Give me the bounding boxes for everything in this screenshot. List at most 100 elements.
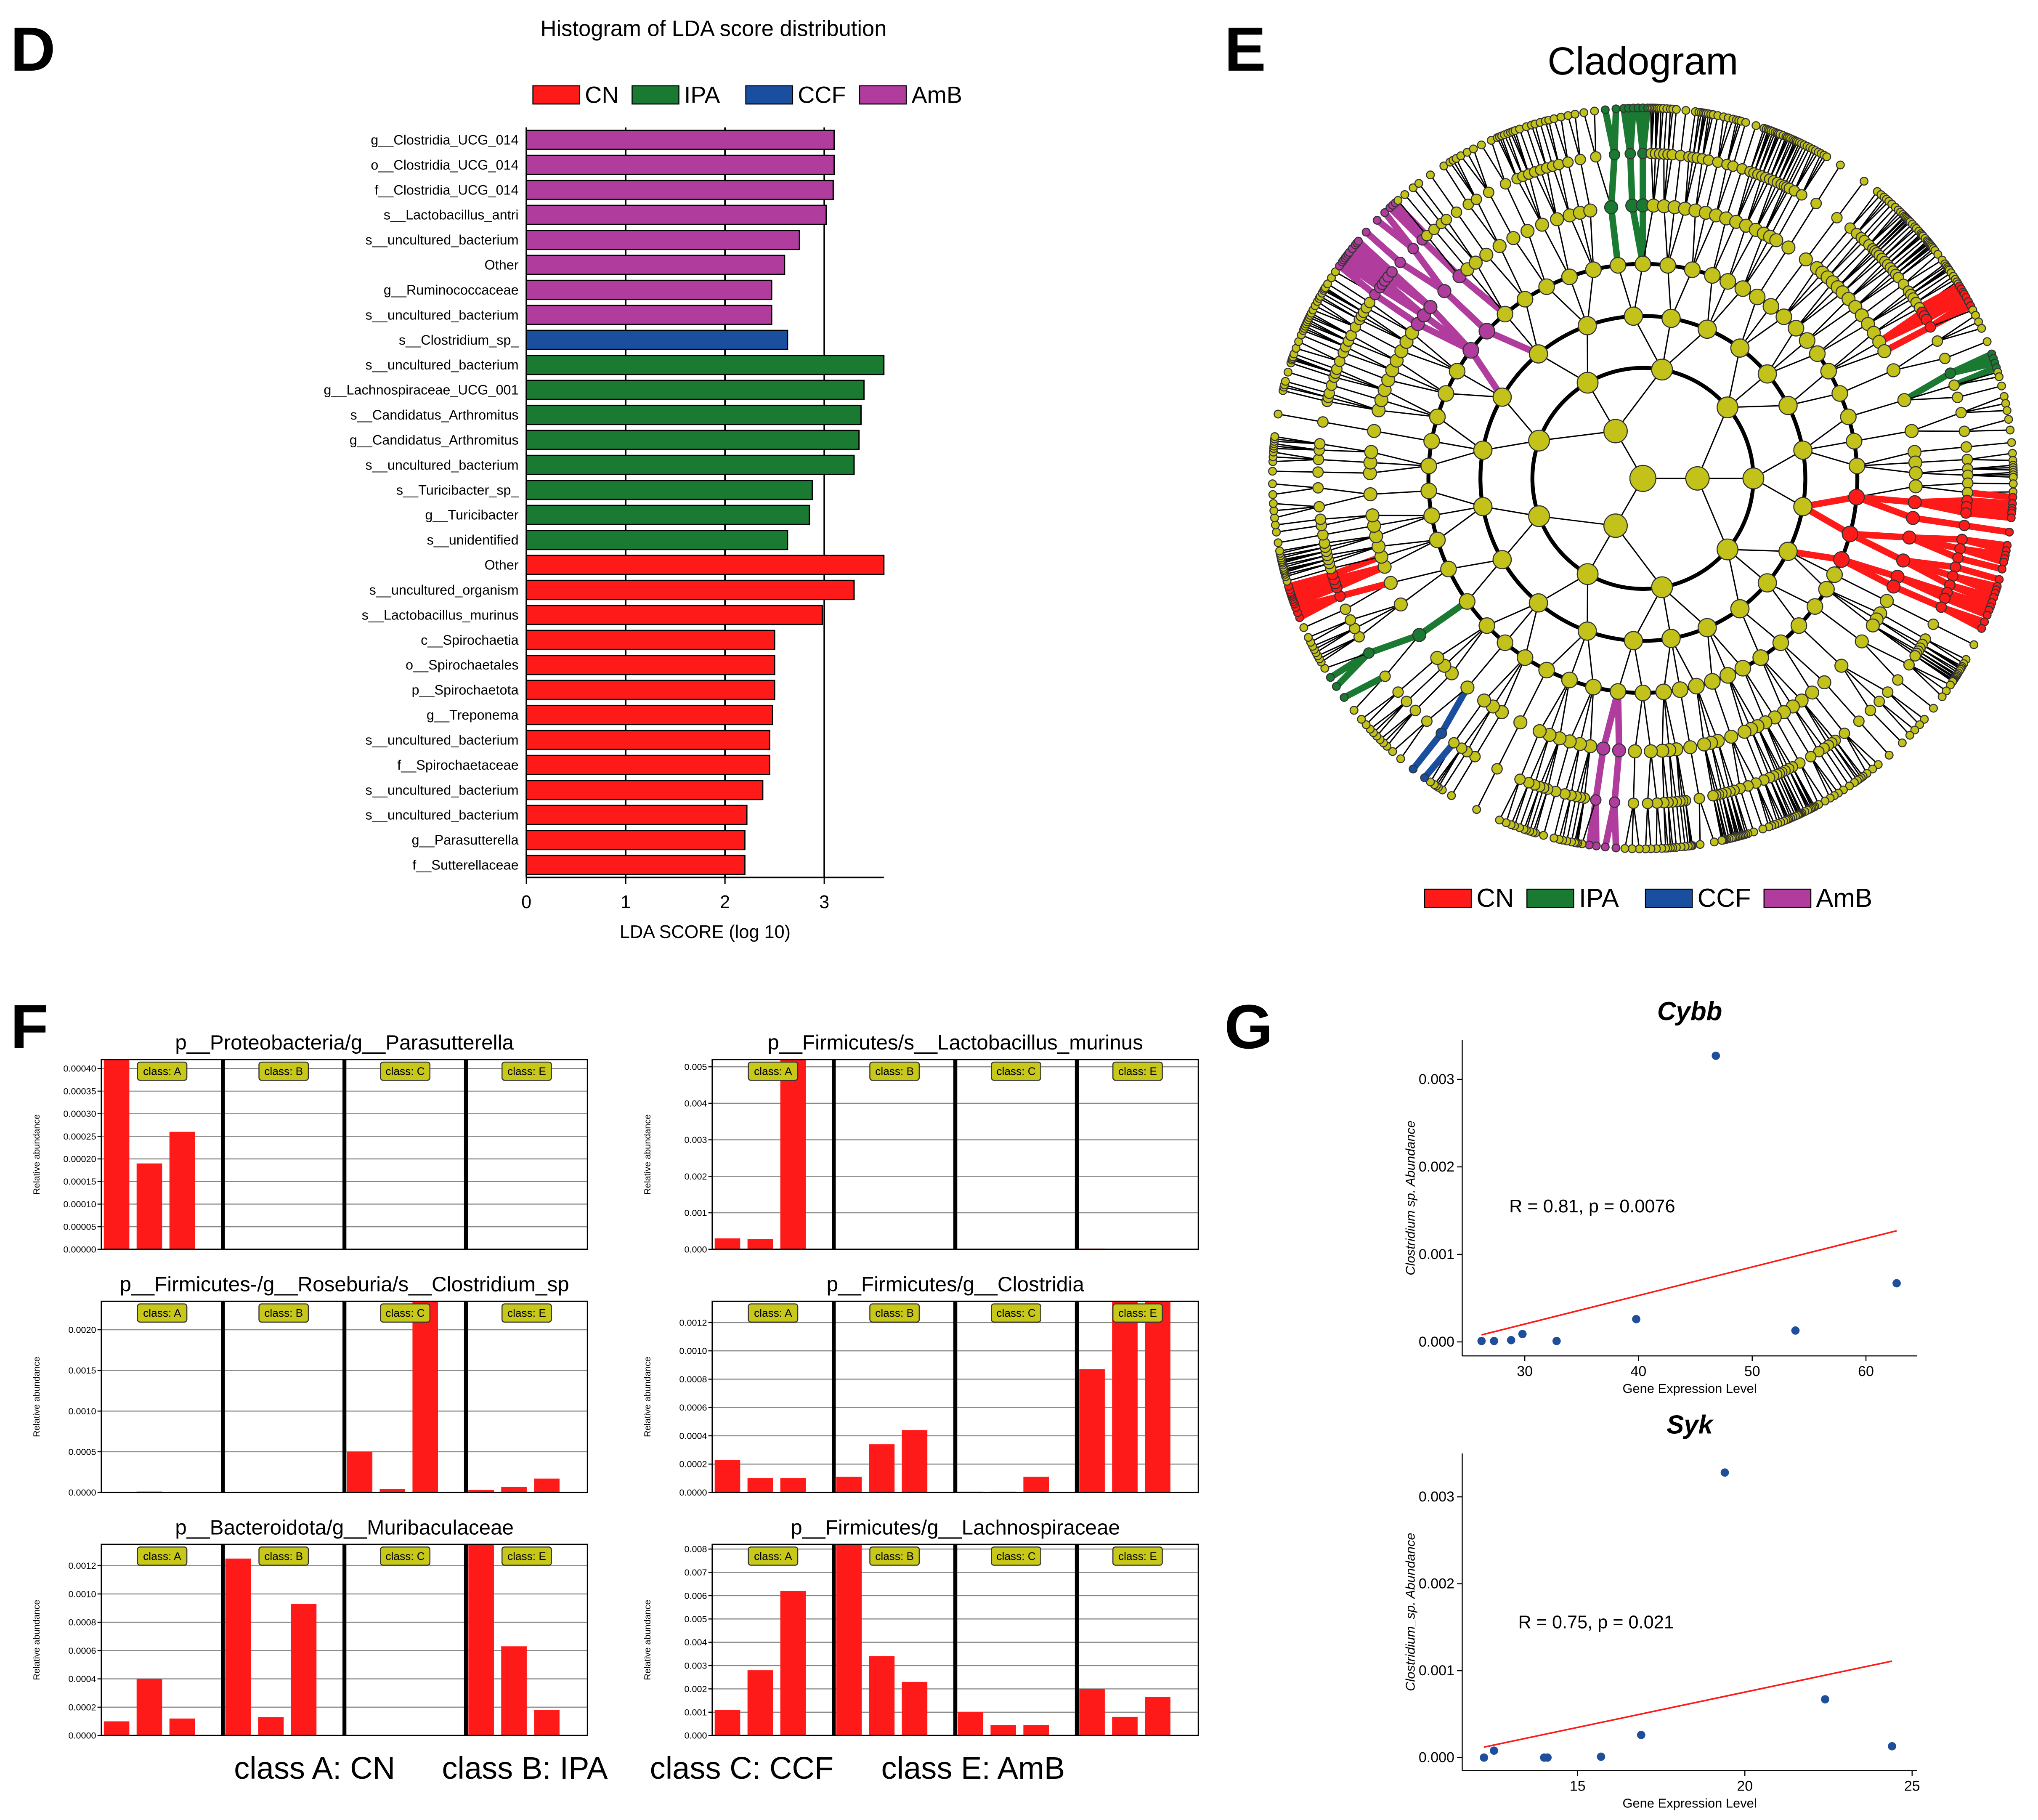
tree-node [1521,224,1535,238]
tree-node [1491,763,1503,775]
tree-edge [1663,154,1669,207]
tree-node [2001,399,2010,408]
class-box-label: class: C [996,1065,1035,1078]
bar [714,1460,740,1493]
bar [534,1710,560,1736]
tree-edge [1558,164,1571,216]
tree-node [1590,106,1599,116]
tree-edge [1381,399,1438,418]
tree-edge [1801,700,1833,744]
bar [525,704,773,725]
y-tick-label: 0.000 [1419,1334,1454,1350]
tree-edge [1505,183,1528,231]
tree-edge [1339,579,1392,600]
tree-node [1997,381,2006,391]
tree-node [1939,353,1951,364]
tree-edge [1848,261,1886,300]
tree-edge [1651,153,1654,206]
tree-edge [1273,456,1319,460]
tree-node [1624,148,1636,159]
tree-edge [1667,802,1671,848]
tree-node [1693,792,1705,805]
bar [525,830,746,850]
tree-edge [1827,240,1865,278]
tree-edge [1961,403,2006,414]
tree-edge [1412,332,1458,372]
tree-node [1379,670,1391,682]
tree-edge [1276,525,1322,533]
tree-node [1562,156,1574,168]
y-tick-label: s__unidentified [427,532,519,547]
y-tick-label: 0.001 [1419,1663,1454,1679]
tree-edge [1274,443,1319,451]
tree-edge [1697,478,1728,550]
y-axis-label: Relative abundance [31,1600,42,1680]
tree-edge [1755,181,1774,230]
tree-edge [1831,742,1858,781]
bar [525,430,860,450]
tree-edge [1534,171,1558,220]
tree-edge [1957,385,2002,398]
tree-node [1436,728,1447,739]
tree-edge [1318,459,1371,463]
tree-node [1860,177,1869,186]
tree-edge [1672,802,1677,848]
tree-node [1624,631,1643,651]
tree-edge [1324,535,1377,544]
point [1477,1336,1486,1345]
tree-node [1477,693,1491,708]
tree-edge [1795,282,1834,329]
tree-edge [1733,790,1746,835]
tree-edge [1855,494,1914,521]
x-tick-label: 2 [720,892,730,912]
tree-node [1954,543,1966,555]
point [1518,1330,1527,1339]
tree-node [1905,424,1919,438]
tree-edge [1868,297,1914,325]
tree-edge [1371,451,1429,467]
tree-edge [1868,214,1903,246]
bar [525,279,772,300]
y-tick-label: f__Clostridia_UCG_014 [374,182,518,197]
tree-node [1896,553,1911,568]
bar [525,630,775,650]
tree-node [1275,546,1284,555]
y-tick-label: 0.003 [1419,1071,1454,1087]
chart-title: Histogram of LDA score distribution [541,16,887,41]
tree-edge [1645,803,1648,849]
tree-edge [1954,376,1999,386]
tree-edge [1705,162,1719,213]
tree-edge [1864,207,1896,241]
tree-edge [1631,803,1634,849]
tree-edge [1940,604,1983,632]
tree-edge [1330,556,1382,569]
y-tick-label: 0.001 [1419,1246,1454,1262]
y-tick-label: 0.0002 [679,1459,707,1469]
tree-edge [1964,429,2010,432]
y-tick-label: g__Lachnospiraceae_UCG_001 [324,383,518,398]
tree-node [1688,678,1705,695]
tree-node [2004,415,2013,424]
class-box-label: class: E [1118,1065,1157,1078]
tree-node [1793,440,1813,460]
tree-edge [1324,652,1369,669]
tree-edge [1278,413,1323,423]
tree-edge [1842,255,1880,293]
tree-edge [1727,675,1752,730]
tree-edge [1712,795,1723,841]
panel-label: D [11,15,56,84]
tree-edge [1446,219,1476,263]
tree-node [1635,844,1644,853]
tree-edge [1967,468,2014,471]
tree-node [1608,149,1621,161]
tree-edge [1513,237,1547,287]
tree-edge [1799,763,1820,805]
bar [525,805,748,825]
tree-node [1469,751,1481,763]
point [1597,1752,1605,1761]
tree-node [1882,686,1894,698]
y-tick-label: s__Turicibacter_sp_ [396,482,519,497]
chart-title: p__Proteobacteria/g__Parasutterella [175,1031,514,1054]
y-tick-label: 0.0012 [679,1317,707,1328]
tree-edge [1742,668,1775,718]
